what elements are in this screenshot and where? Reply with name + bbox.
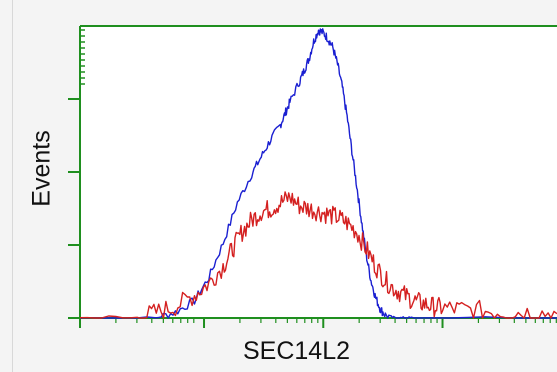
axes: [68, 25, 557, 328]
series-group: [79, 28, 557, 319]
series-line-1: [79, 28, 557, 319]
plot-background: [80, 26, 557, 318]
series-line-2: [79, 191, 557, 319]
x-axis-label: SEC14L2: [242, 337, 351, 365]
y-axis-label: Events: [27, 130, 56, 207]
figure-border: [12, 0, 13, 372]
